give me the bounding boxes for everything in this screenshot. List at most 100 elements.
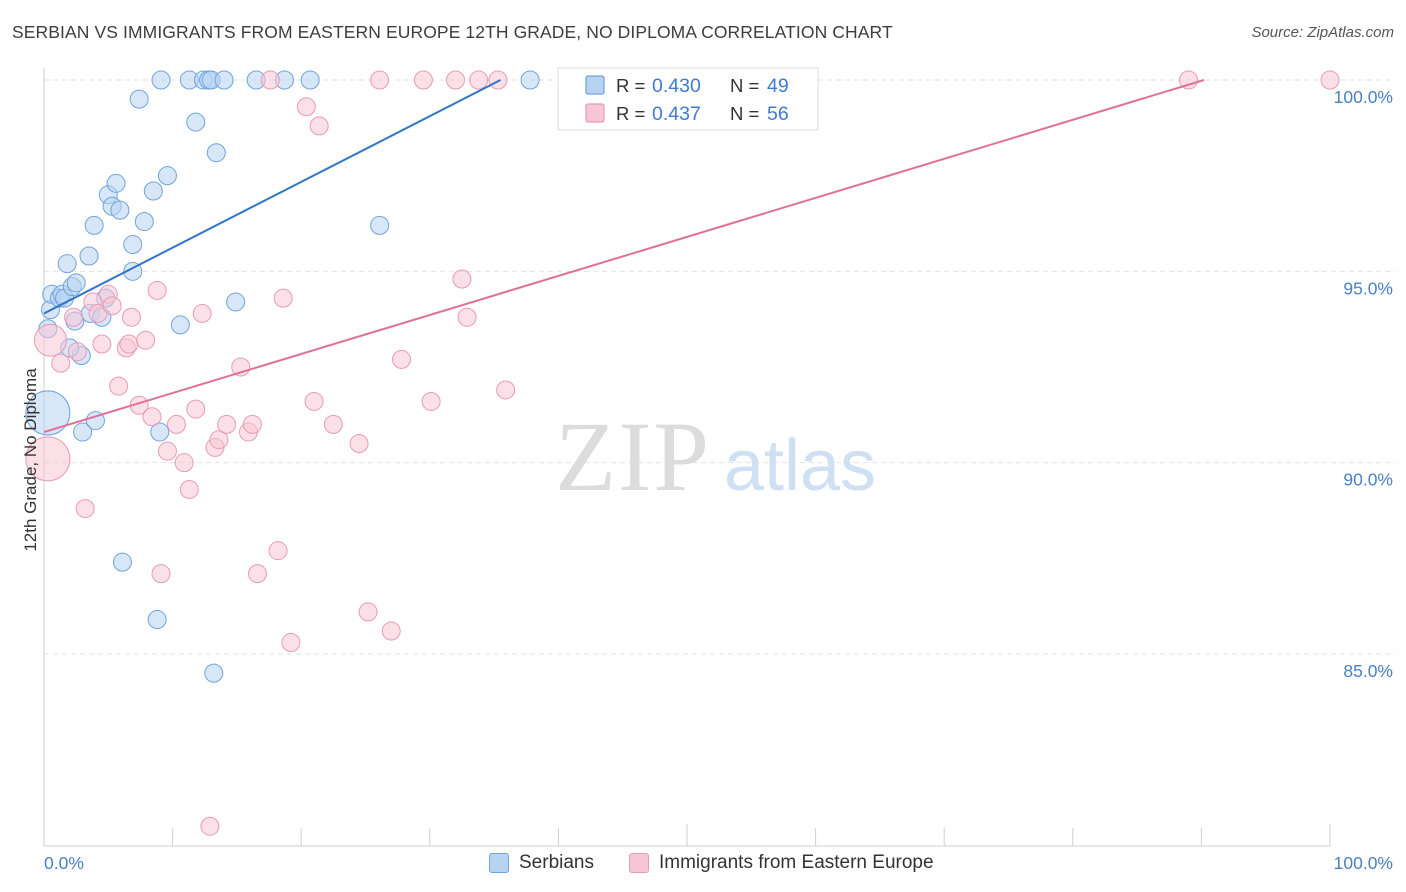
point-s1-5 — [75, 499, 95, 519]
point-s1-41 — [323, 414, 343, 434]
point-s1-46 — [392, 349, 412, 369]
point-s0-42 — [370, 215, 390, 235]
point-s0-31 — [186, 112, 206, 132]
point-s0-12 — [79, 246, 99, 266]
point-s1-3 — [64, 307, 84, 327]
point-s0-46 — [112, 552, 132, 572]
watermark: ZIP atlas — [555, 401, 876, 512]
point-s0-7 — [57, 254, 77, 274]
x-tick-label-0: 0.0% — [44, 853, 84, 873]
legend-item-serbians[interactable]: Serbians — [489, 852, 594, 874]
point-s0-44 — [73, 422, 93, 442]
point-s1-35 — [268, 541, 288, 561]
point-s0-25 — [143, 181, 163, 201]
y-tick-label-1: 95.0% — [1343, 278, 1393, 298]
point-s1-14 — [121, 307, 141, 327]
trend-lines — [43, 79, 1205, 434]
point-s1-13 — [119, 334, 139, 354]
point-s0-26 — [150, 422, 170, 442]
y-tick-label-0: 100.0% — [1334, 87, 1393, 107]
point-s0-29 — [170, 315, 190, 335]
y-axis-label: 12th Grade, No Diploma — [21, 368, 40, 552]
stats-n-label-0: N = — [730, 75, 759, 96]
point-s1-40 — [309, 116, 329, 136]
point-s1-47 — [413, 70, 433, 90]
point-s1-51 — [457, 307, 477, 327]
point-s1-10 — [102, 296, 122, 316]
point-s1-56 — [1320, 70, 1340, 90]
y-tick-label-2: 90.0% — [1343, 470, 1393, 490]
trend-line-0 — [43, 79, 501, 315]
point-s1-38 — [296, 97, 316, 117]
stats-swatch-1 — [585, 103, 605, 123]
stats-r-label-1: R = — [616, 103, 645, 124]
point-s1-16 — [136, 330, 156, 350]
point-s1-20 — [157, 441, 177, 461]
point-s1-1 — [33, 323, 67, 357]
point-s1-32 — [242, 414, 262, 434]
point-s0-43 — [520, 70, 540, 90]
point-s1-21 — [166, 414, 186, 434]
point-s1-54 — [496, 380, 516, 400]
stats-r-value-1: 0.437 — [652, 103, 701, 125]
point-s0-37 — [214, 70, 234, 90]
stats-r-value-0: 0.430 — [652, 75, 701, 97]
point-s0-20 — [110, 200, 130, 220]
point-s1-53 — [488, 70, 508, 90]
point-s1-37 — [281, 633, 301, 653]
point-s1-44 — [370, 70, 390, 90]
point-s1-22 — [174, 453, 194, 473]
data-points — [25, 70, 1340, 836]
stats-n-value-0: 49 — [767, 75, 789, 97]
point-s0-38 — [226, 292, 246, 312]
stats-r-label-0: R = — [616, 75, 645, 96]
point-s1-19 — [151, 564, 171, 584]
point-s1-23 — [179, 479, 199, 499]
legend-label-immigrants: Immigrants from Eastern Europe — [659, 852, 934, 873]
point-s0-24 — [134, 212, 154, 232]
point-s0-36 — [206, 143, 226, 163]
point-s0-21 — [123, 235, 143, 255]
legend: Serbians Immigrants from Eastern Europe — [0, 852, 1406, 878]
point-s1-45 — [381, 621, 401, 641]
point-s1-17 — [142, 407, 162, 427]
point-s1-24 — [186, 399, 206, 419]
point-s1-34 — [260, 70, 280, 90]
point-s1-0 — [25, 436, 71, 482]
point-s1-33 — [247, 564, 267, 584]
watermark-atlas: atlas — [724, 426, 876, 506]
stats-n-value-1: 56 — [767, 103, 789, 125]
point-s0-14 — [84, 215, 104, 235]
point-s0-27 — [151, 70, 171, 90]
point-s1-43 — [358, 602, 378, 622]
point-s1-52 — [469, 70, 489, 90]
x-tick-label-1: 100.0% — [1334, 853, 1393, 873]
point-s1-18 — [147, 280, 167, 300]
point-s1-49 — [446, 70, 466, 90]
point-s1-50 — [452, 269, 472, 289]
source-label: Source: ZipAtlas.com — [1251, 24, 1394, 41]
point-s0-41 — [300, 70, 320, 90]
point-s1-28 — [209, 430, 229, 450]
point-s1-2 — [51, 353, 71, 373]
y-tick-label-3: 85.0% — [1343, 661, 1393, 681]
legend-swatch-serbians — [489, 853, 509, 873]
point-s0-28 — [157, 166, 177, 186]
point-s0-0 — [25, 390, 71, 436]
tick-labels: 100.0% 95.0% 90.0% 85.0% 0.0% 100.0% — [44, 87, 1393, 873]
point-s1-39 — [304, 391, 324, 411]
point-s1-8 — [92, 334, 112, 354]
point-s0-9 — [66, 273, 86, 293]
point-s1-29 — [217, 414, 237, 434]
point-s1-55 — [1179, 70, 1199, 90]
stats-box: R = 0.430 N = 49 R = 0.437 N = 56 — [557, 67, 819, 131]
chart-title: SERBIAN VS IMMIGRANTS FROM EASTERN EUROP… — [12, 22, 893, 42]
point-s0-47 — [147, 610, 167, 630]
point-s1-36 — [273, 288, 293, 308]
stats-n-label-1: N = — [730, 103, 759, 124]
point-s0-23 — [129, 89, 149, 109]
legend-label-serbians: Serbians — [519, 852, 594, 873]
legend-item-immigrants[interactable]: Immigrants from Eastern Europe — [629, 852, 934, 874]
point-s1-25 — [192, 303, 212, 323]
